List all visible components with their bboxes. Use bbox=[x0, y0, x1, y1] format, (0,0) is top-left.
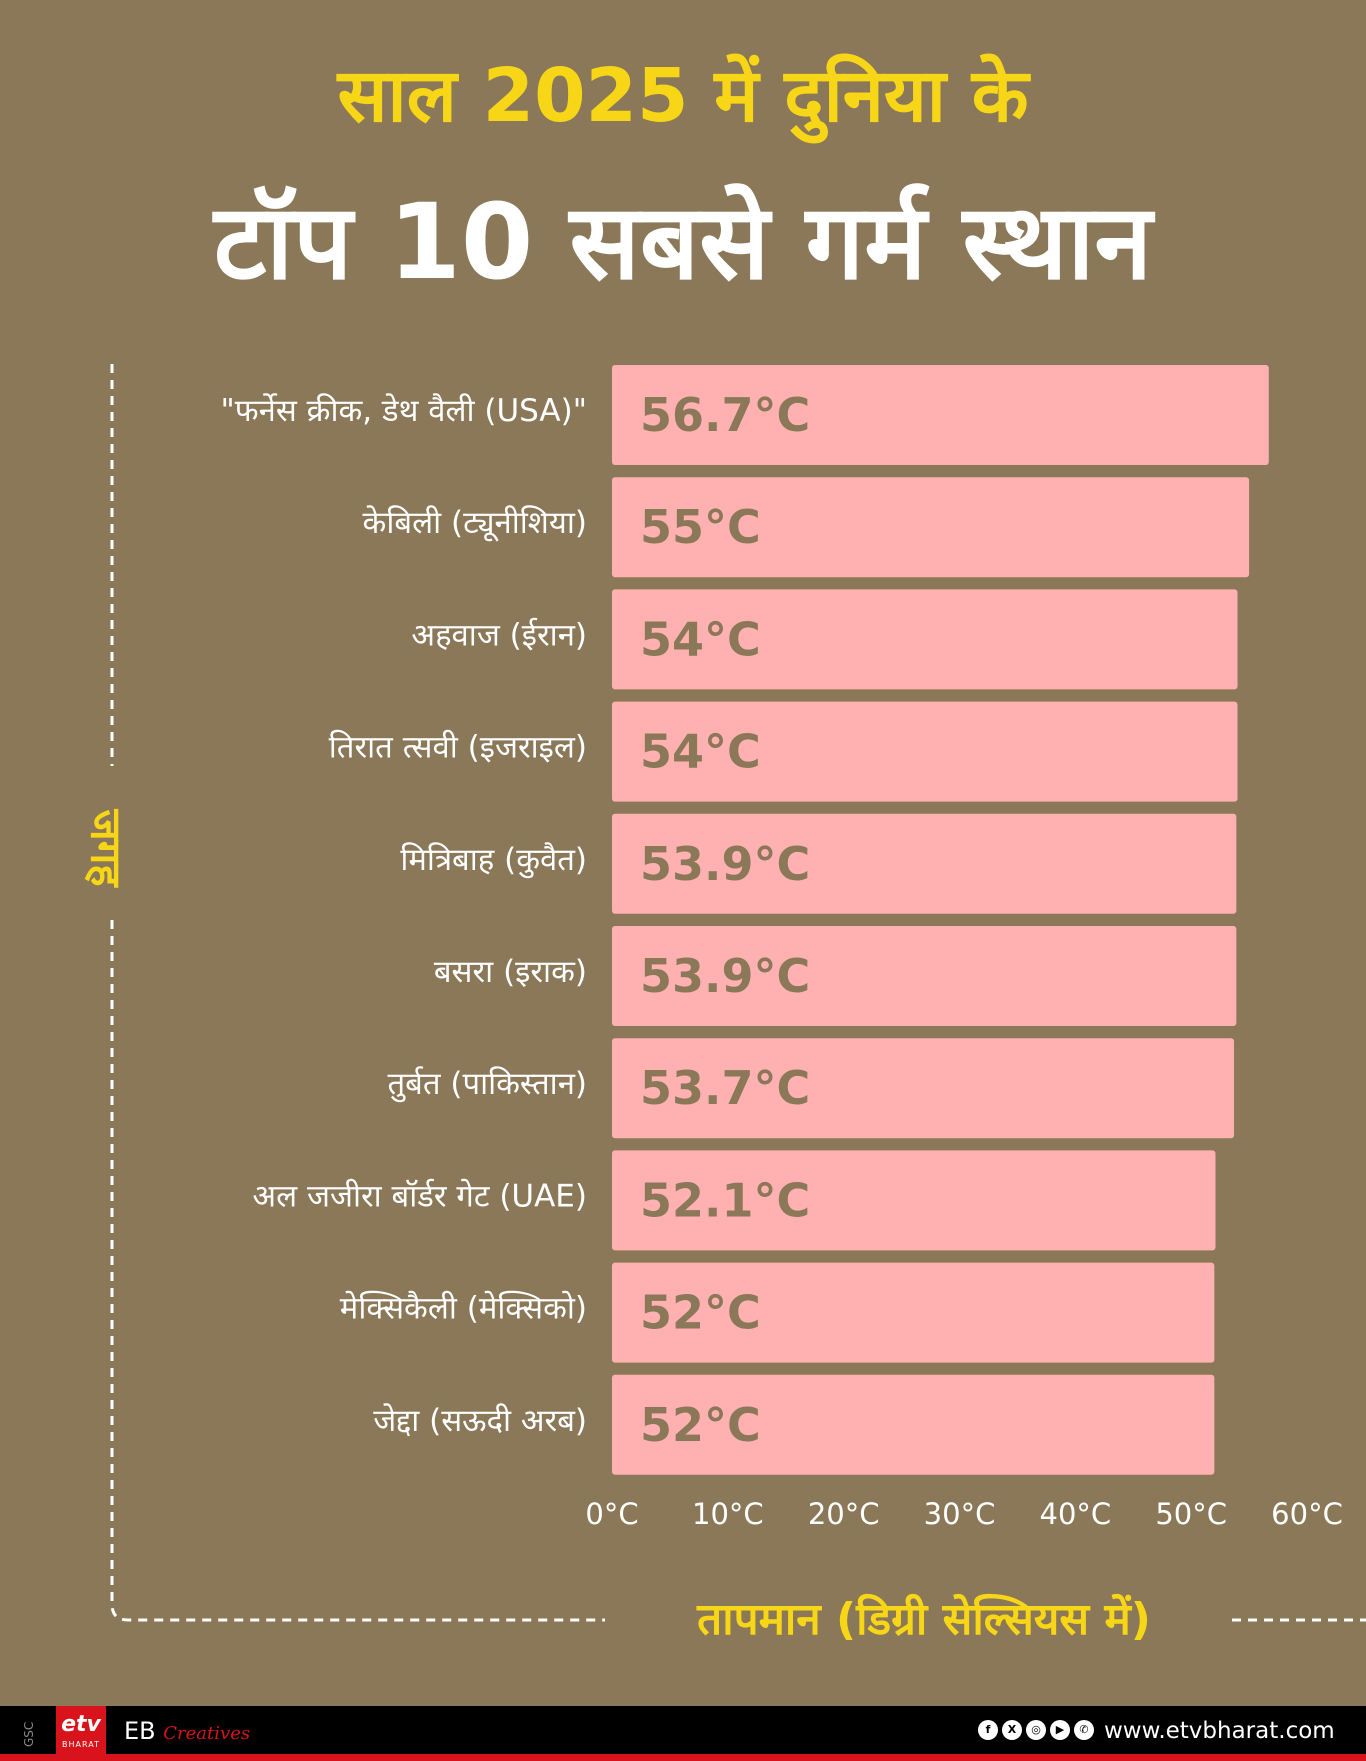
bar-chart: जगह तापमान (डिग्री सेल्सियस में) 56.7°C "… bbox=[82, 364, 1366, 1645]
brand-prefix: EB bbox=[124, 1717, 156, 1745]
category-label-7: तुर्बत (पाकिस्तान) bbox=[387, 1066, 587, 1103]
category-label-5: मित्रिबाह (कुवैत) bbox=[400, 842, 587, 879]
bar-1 bbox=[612, 365, 1269, 465]
gsc-label: GSC bbox=[22, 1721, 36, 1747]
bar-value-label-10: 52°C bbox=[640, 1398, 761, 1452]
bar-6 bbox=[612, 926, 1237, 1026]
y-axis-dashed-line-bottom bbox=[110, 920, 605, 1622]
title-line-1: साल 2025 में दुनिया के bbox=[337, 53, 1029, 139]
website-url[interactable]: www.etvbharat.com bbox=[1104, 1718, 1335, 1744]
bar-value-label-1: 56.7°C bbox=[640, 388, 810, 442]
footer-bar bbox=[0, 1706, 1366, 1754]
x-tick-label-20: 20°C bbox=[808, 1497, 880, 1531]
category-label-3: अहवाज (ईरान) bbox=[411, 617, 587, 653]
whatsapp-icon[interactable]: ✆ bbox=[1074, 1720, 1094, 1740]
category-label-10: जेद्दा (सऊदी अरब) bbox=[373, 1403, 587, 1439]
x-tick-label-10: 10°C bbox=[692, 1497, 764, 1531]
title-line-2: टॉप 10 सबसे गर्म स्थान bbox=[213, 181, 1153, 303]
bar-9 bbox=[612, 1262, 1215, 1363]
social-icons: f X ◎ ▶ ✆ bbox=[978, 1720, 1094, 1744]
axis-frame bbox=[110, 364, 1366, 1622]
logo-sub-text: BHARAT bbox=[62, 1740, 100, 1749]
x-tick-label-50: 50°C bbox=[1155, 1497, 1227, 1531]
bar-2 bbox=[612, 477, 1250, 578]
bar-3 bbox=[612, 589, 1238, 690]
category-label-1: "फर्नेस क्रीक, डेथ वैली (USA)" bbox=[220, 393, 587, 429]
youtube-icon[interactable]: ▶ bbox=[1050, 1720, 1070, 1740]
bar-value-label-5: 53.9°C bbox=[640, 837, 810, 891]
x-tick-label-0: 0°C bbox=[585, 1497, 638, 1531]
instagram-icon[interactable]: ◎ bbox=[1026, 1720, 1046, 1740]
brand-suffix: Creatives bbox=[163, 1723, 251, 1744]
bar-value-label-6: 53.9°C bbox=[640, 949, 810, 1003]
category-label-2: केबिली (ट्यूनीशिया) bbox=[363, 505, 587, 542]
eb-creatives-brand: EB Creatives bbox=[124, 1716, 250, 1749]
bar-4 bbox=[612, 701, 1238, 802]
bar-value-label-9: 52°C bbox=[640, 1286, 761, 1340]
logo-main-text: etv bbox=[61, 1712, 101, 1737]
bar-value-label-3: 54°C bbox=[640, 612, 761, 666]
bar-value-label-7: 53.7°C bbox=[640, 1061, 810, 1115]
category-label-8: अल जजीरा बॉर्डर गेट (UAE) bbox=[252, 1178, 587, 1214]
category-label-4: तिरात त्सवी (इजराइल) bbox=[329, 730, 587, 766]
bar-value-label-2: 55°C bbox=[640, 500, 761, 554]
facebook-icon[interactable]: f bbox=[978, 1720, 998, 1740]
bar-value-label-4: 54°C bbox=[640, 725, 761, 779]
x-tick-label-40: 40°C bbox=[1040, 1497, 1112, 1531]
category-label-9: मेक्सिकैली (मेक्सिको) bbox=[340, 1291, 587, 1327]
etv-bharat-logo: etv BHARAT bbox=[56, 1706, 106, 1761]
bar-7 bbox=[612, 1038, 1235, 1139]
x-axis-label: तापमान (डिग्री सेल्सियस में) bbox=[696, 1593, 1151, 1645]
bar-8 bbox=[612, 1150, 1216, 1251]
bar-value-label-8: 52.1°C bbox=[640, 1173, 810, 1227]
bar-10 bbox=[612, 1374, 1215, 1475]
y-axis-label: जगह bbox=[82, 808, 131, 888]
category-label-6: बसरा (इराक) bbox=[434, 954, 587, 990]
bar-5 bbox=[612, 813, 1237, 914]
x-icon[interactable]: X bbox=[1002, 1720, 1022, 1740]
x-tick-label-60: 60°C bbox=[1271, 1497, 1343, 1531]
x-tick-label-30: 30°C bbox=[924, 1497, 996, 1531]
footer-red-line bbox=[0, 1754, 1366, 1761]
